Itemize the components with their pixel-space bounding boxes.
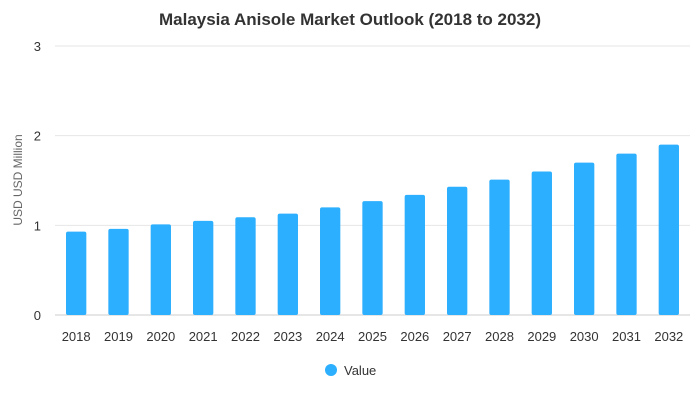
legend-item-value[interactable]: Value	[344, 363, 376, 378]
x-tick-label: 2018	[62, 329, 91, 344]
x-tick-label: 2030	[570, 329, 599, 344]
bars	[66, 144, 679, 315]
y-axis-ticks: 0 1 2 3	[34, 39, 41, 323]
x-tick-label: 2020	[146, 329, 175, 344]
chart-title: Malaysia Anisole Market Outlook (2018 to…	[159, 10, 541, 29]
y-axis-label: USD USD Million	[11, 134, 25, 225]
x-tick-label: 2027	[443, 329, 472, 344]
y-tick-label: 3	[34, 39, 41, 54]
y-tick-label: 2	[34, 129, 41, 144]
y-tick-label: 1	[34, 218, 41, 233]
x-tick-label: 2032	[654, 329, 683, 344]
bar[interactable]	[108, 228, 129, 315]
x-tick-label: 2024	[316, 329, 345, 344]
bar[interactable]	[362, 201, 383, 315]
x-tick-label: 2021	[189, 329, 218, 344]
bar[interactable]	[235, 217, 256, 315]
x-tick-label: 2023	[273, 329, 302, 344]
legend[interactable]: Value	[325, 363, 376, 378]
bar[interactable]	[404, 194, 425, 315]
x-tick-label: 2028	[485, 329, 514, 344]
x-tick-label: 2026	[400, 329, 429, 344]
bar[interactable]	[277, 213, 298, 315]
x-tick-label: 2031	[612, 329, 641, 344]
legend-marker[interactable]	[325, 364, 337, 376]
y-tick-label: 0	[34, 308, 41, 323]
x-tick-label: 2022	[231, 329, 260, 344]
bar[interactable]	[658, 144, 679, 315]
bar[interactable]	[574, 162, 595, 315]
bar[interactable]	[531, 171, 552, 315]
bar[interactable]	[616, 153, 637, 315]
x-tick-label: 2029	[527, 329, 556, 344]
bar[interactable]	[150, 224, 171, 315]
bar[interactable]	[66, 231, 87, 315]
x-tick-label: 2025	[358, 329, 387, 344]
bar[interactable]	[320, 207, 341, 315]
bar[interactable]	[447, 186, 468, 315]
bar[interactable]	[489, 179, 510, 315]
x-axis-ticks: 2018 2019 2020 2021 2022 2023 2024 2025 2026 2027…	[62, 329, 684, 344]
bar[interactable]	[193, 220, 214, 315]
x-tick-label: 2019	[104, 329, 133, 344]
